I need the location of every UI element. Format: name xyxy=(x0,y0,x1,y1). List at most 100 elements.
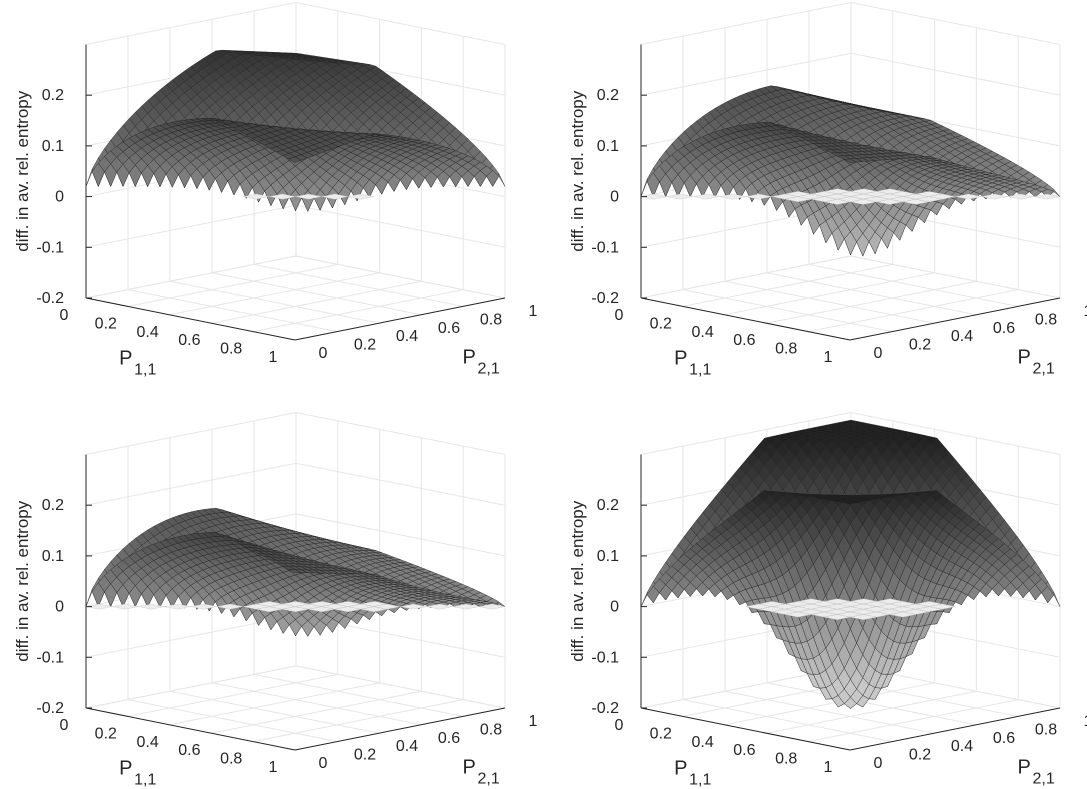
floor-grid-line xyxy=(766,690,977,734)
x-tick-label: 0.8 xyxy=(775,341,797,358)
floor-grid-line xyxy=(766,272,977,316)
floor-grid-line xyxy=(724,690,935,734)
z-tick-label: -0.2 xyxy=(591,700,619,717)
wall-grid-line xyxy=(640,52,1061,96)
y-tick-label: 0.6 xyxy=(993,730,1015,747)
x-axis-label-subscript: 1,1 xyxy=(134,362,156,379)
y-tick-label: 0.6 xyxy=(438,730,460,747)
z-tick-label: -0.2 xyxy=(591,290,619,307)
z-tick-label: -0.1 xyxy=(591,239,619,256)
x-axis-label: P xyxy=(674,758,687,780)
x-tick-label: 0.2 xyxy=(650,725,672,742)
floor-grid-line xyxy=(127,289,338,333)
z-tick-label: 0.2 xyxy=(597,87,619,104)
floor-grid-line xyxy=(169,690,380,734)
x-tick-label: 1 xyxy=(824,759,833,776)
wall-grid-line xyxy=(640,411,1061,455)
y-axis-label-subscript: 2,1 xyxy=(1033,771,1055,788)
x-tick-label: 0.6 xyxy=(733,742,755,759)
x-axis-label: P xyxy=(674,348,687,370)
floor-grid-line xyxy=(127,673,338,717)
x-axis-line xyxy=(85,297,296,341)
surface-face xyxy=(288,569,302,573)
floor-grid-line xyxy=(808,263,1019,307)
y-tick-label: 1 xyxy=(529,303,538,320)
y-tick-label: 0.2 xyxy=(909,337,931,354)
zero-plane xyxy=(243,193,375,200)
z-tick-label: 0 xyxy=(610,599,619,616)
z-tick-label: -0.1 xyxy=(591,649,619,666)
floor-grid-line xyxy=(253,289,464,333)
y-tick-label: 0.4 xyxy=(396,738,418,755)
z-tick-label: -0.2 xyxy=(36,700,64,717)
zero-plane-face xyxy=(478,603,506,610)
y-tick-label: 0.6 xyxy=(993,320,1015,337)
z-tick-label: -0.1 xyxy=(36,239,64,256)
x-tick-label: 0 xyxy=(615,307,624,324)
y-axis-label-subscript: 2,1 xyxy=(478,771,500,788)
y-tick-label: 1 xyxy=(1084,303,1087,320)
x-tick-label: 0 xyxy=(615,717,624,734)
z-tick-label: 0.2 xyxy=(42,87,64,104)
y-axis-label: P xyxy=(1018,757,1031,779)
y-tick-label: 0.8 xyxy=(1035,311,1057,328)
zero-plane xyxy=(640,188,1061,205)
surface-mesh xyxy=(640,419,1061,710)
y-tick-label: 0 xyxy=(319,755,328,772)
floor-grid-line xyxy=(211,280,422,324)
z-axis-label: diff. in av. rel. entropy xyxy=(13,90,32,251)
y-axis-label-subscript: 2,1 xyxy=(1033,361,1055,378)
x-tick-label: 0.4 xyxy=(691,734,713,751)
x-axis-label: P xyxy=(119,758,132,780)
floor-grid-line xyxy=(682,289,893,333)
x-tick-label: 1 xyxy=(269,759,278,776)
y-axis-label: P xyxy=(1018,347,1031,369)
surface-panel-2: -0.2-0.100.10.20 0.2 0.4 0.6 0.8 1 0 0.2 0.4 0.6 0… xyxy=(568,1,1087,379)
floor-grid-line xyxy=(766,280,977,324)
surface-face xyxy=(843,158,857,163)
zero-plane xyxy=(85,601,506,613)
floor-grid-line xyxy=(253,673,464,717)
x-axis-label: P xyxy=(119,348,132,370)
wall-grid-line xyxy=(85,1,506,45)
x-tick-label: 0.6 xyxy=(178,742,200,759)
x-tick-label: 0.8 xyxy=(220,751,242,768)
x-tick-label: 0.4 xyxy=(136,734,158,751)
z-tick-label: 0.2 xyxy=(597,497,619,514)
axes-grid xyxy=(85,1,506,341)
x-axis-label-subscript: 1,1 xyxy=(689,362,711,379)
floor-grid-line xyxy=(211,272,422,316)
z-axis-label: diff. in av. rel. entropy xyxy=(568,500,587,661)
x-tick-label: 0.4 xyxy=(136,324,158,341)
wall-grid-line xyxy=(640,1,1061,45)
z-axis-label: diff. in av. rel. entropy xyxy=(568,90,587,251)
x-tick-label: 0.8 xyxy=(775,751,797,768)
z-tick-label: -0.1 xyxy=(36,649,64,666)
floor-grid-line xyxy=(682,699,893,743)
z-tick-label: -0.2 xyxy=(36,290,64,307)
axis-lines xyxy=(85,454,506,751)
floor-grid-line xyxy=(169,280,380,324)
floor-grid-line xyxy=(682,263,893,307)
z-tick-label: 0.1 xyxy=(42,138,64,155)
x-axis-line xyxy=(640,297,851,341)
y-tick-label: 0.2 xyxy=(354,747,376,764)
y-axis-line xyxy=(294,297,506,341)
x-tick-label: 1 xyxy=(269,349,278,366)
x-tick-label: 0.2 xyxy=(650,315,672,332)
y-tick-label: 0.4 xyxy=(951,328,973,345)
surface-panel-4: -0.2-0.100.10.20 0.2 0.4 0.6 0.8 1 0 0.2 0.4 0.6 0… xyxy=(568,411,1087,789)
y-axis-label: P xyxy=(463,347,476,369)
x-tick-label: 0.6 xyxy=(733,332,755,349)
floor-grid-line xyxy=(766,682,977,726)
z-tick-label: 0.2 xyxy=(42,497,64,514)
surface-mesh xyxy=(85,49,506,212)
z-tick-label: 0.1 xyxy=(597,548,619,565)
floor-grid-line xyxy=(724,280,935,324)
x-tick-label: 0 xyxy=(60,307,69,324)
y-axis-line xyxy=(294,707,506,751)
wall-grid-line xyxy=(85,411,506,455)
x-axis-label-subscript: 1,1 xyxy=(134,772,156,789)
floor-grid-line xyxy=(253,263,464,307)
x-tick-label: 0.2 xyxy=(95,315,117,332)
